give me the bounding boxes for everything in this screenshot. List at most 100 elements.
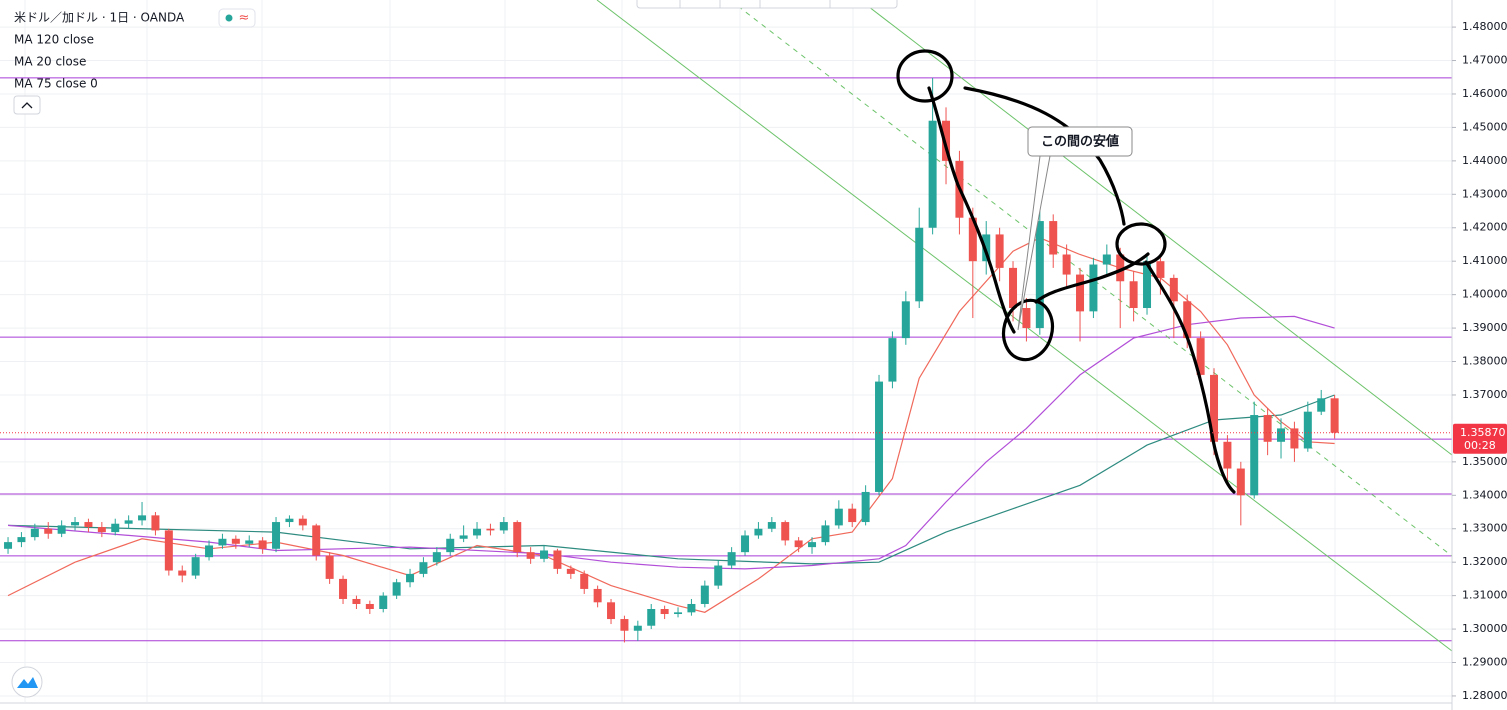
candle-body <box>1076 274 1085 312</box>
candle-body <box>352 598 361 604</box>
vertical-grid <box>24 0 1336 702</box>
candle-body <box>1250 415 1259 496</box>
candle-body <box>1196 338 1205 375</box>
candle-body <box>365 603 374 610</box>
candle-body <box>459 535 468 539</box>
candle-body <box>660 609 669 615</box>
candle-body <box>499 522 508 531</box>
candle-body <box>781 522 790 541</box>
candle-body <box>164 530 173 571</box>
candle-body <box>1143 261 1152 309</box>
countdown: 00:28 <box>1464 439 1496 452</box>
candle-body <box>1210 374 1219 442</box>
candle-body <box>593 588 602 603</box>
candle-body <box>808 542 817 548</box>
legend-entry: MA 120 close <box>14 33 94 47</box>
candle-body <box>218 538 227 546</box>
annotation-text: この間の安値 <box>1041 134 1119 150</box>
candle-body <box>97 527 106 533</box>
y-tick-label: 1.38000 <box>1462 355 1507 368</box>
candle-body <box>942 120 951 161</box>
candle-body <box>285 518 294 523</box>
annotation: この間の安値 <box>1017 126 1133 331</box>
candle-body <box>111 523 120 533</box>
candle-body <box>138 515 147 521</box>
candle-body <box>888 338 897 382</box>
candle-body <box>700 585 709 604</box>
candle-body <box>861 491 870 523</box>
candle-body <box>205 545 214 558</box>
y-tick-label: 1.39000 <box>1462 321 1507 334</box>
candle-body <box>1169 277 1178 302</box>
candle-body <box>566 568 575 574</box>
candle-body <box>727 552 736 566</box>
horizontal-grid <box>0 26 1452 697</box>
status-box <box>218 8 256 28</box>
candle-body <box>17 537 26 543</box>
candle-body <box>71 522 80 526</box>
y-tick-label: 1.32000 <box>1462 555 1507 568</box>
candle-body <box>312 525 321 556</box>
candle-body <box>57 525 66 534</box>
candle-body <box>687 603 696 613</box>
candle-body <box>1116 254 1125 282</box>
candle-body <box>1330 398 1339 433</box>
candle-body <box>526 552 535 559</box>
candle-body <box>231 538 240 544</box>
candle-body <box>30 528 39 538</box>
last-price-label: 1.35870 <box>1460 426 1506 439</box>
candle-body <box>607 602 616 620</box>
y-tick-label: 1.43000 <box>1462 187 1507 200</box>
candle-body <box>553 550 562 569</box>
candle-body <box>432 552 441 563</box>
y-tick-label: 1.37000 <box>1462 388 1507 401</box>
candle-body <box>258 540 267 549</box>
moving-averages <box>7 237 1335 613</box>
candle-body <box>513 522 522 553</box>
ma-line <box>7 394 1335 565</box>
candle-body <box>1009 267 1018 309</box>
y-tick-label: 1.42000 <box>1462 221 1507 234</box>
legend: 米ドル／加ドル · 1日 · OANDA ≈ MA 120 close MA 2… <box>13 8 256 115</box>
candle-body <box>633 625 642 631</box>
logo[interactable] <box>11 666 43 698</box>
legend-title: 米ドル／加ドル · 1日 · OANDA <box>14 11 185 25</box>
candle-body <box>178 570 187 576</box>
candle-body <box>754 528 763 536</box>
candle-body <box>968 217 977 262</box>
candle-body <box>1129 281 1138 309</box>
candle-body <box>741 535 750 553</box>
candle-body <box>1102 254 1111 265</box>
candle-body <box>1263 415 1272 442</box>
candle-body <box>1049 221 1058 255</box>
toolbar[interactable] <box>636 0 898 9</box>
candle-body <box>848 508 857 523</box>
candle-body <box>821 525 830 543</box>
candle-body <box>767 522 776 529</box>
collapse-button[interactable] <box>13 95 41 115</box>
legend-entry: MA 20 close <box>14 55 86 69</box>
candle-body <box>928 120 937 228</box>
candle-body <box>486 528 495 531</box>
candle-body <box>540 550 549 559</box>
candle-body <box>151 515 160 531</box>
candle-body <box>245 540 254 544</box>
candle-body <box>84 522 93 528</box>
candle-body <box>446 538 455 553</box>
candle-body <box>272 522 281 549</box>
y-tick-label: 1.48000 <box>1462 20 1507 33</box>
candle-body <box>419 562 428 574</box>
ma-line <box>7 237 1335 613</box>
price-axis: 1.28000 1.29000 1.30000 1.31000 1.32000 1.330… <box>1452 20 1507 702</box>
candle-body <box>191 557 200 576</box>
candle-body <box>339 578 348 599</box>
candle-body <box>1317 398 1326 412</box>
candle-body <box>1290 428 1299 449</box>
candle-body <box>1089 264 1098 312</box>
y-tick-label: 1.31000 <box>1462 589 1507 602</box>
y-tick-label: 1.28000 <box>1462 689 1507 702</box>
candle-body <box>44 528 53 534</box>
price-levels <box>0 77 1452 642</box>
